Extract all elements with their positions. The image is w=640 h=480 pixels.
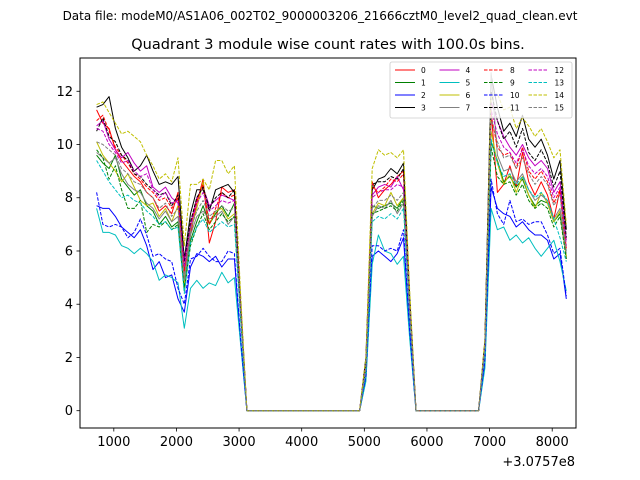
series-line-13: [96, 138, 567, 412]
series-line-15: [96, 117, 567, 412]
legend-label-9: 9: [510, 78, 515, 87]
legend-label-14: 14: [555, 91, 565, 100]
x-tick-label: 6000: [410, 435, 443, 450]
legend-label-5: 5: [466, 78, 471, 87]
y-tick-label: 0: [65, 404, 73, 419]
axes-frame: [79, 57, 577, 429]
legend-label-15: 15: [555, 103, 565, 112]
legend-box: [389, 61, 573, 119]
y-tick-label: 10: [56, 138, 73, 153]
x-tick-label: 4000: [285, 435, 318, 450]
y-tick-label: 8: [65, 191, 73, 206]
legend-label-8: 8: [510, 66, 515, 75]
chart-title: Quadrant 3 module wise count rates with …: [131, 37, 525, 53]
x-tick-label: 7000: [473, 435, 506, 450]
legend-label-12: 12: [555, 66, 565, 75]
axis-ticks: 1000 2000 3000 4000 5000 6000 7000 8000 0 2 4 6 8 10 1…: [56, 85, 568, 450]
series-line-10: [96, 178, 567, 412]
legend-label-1: 1: [421, 78, 426, 87]
data-file-suptitle: Data file: modeM0/AS1A06_002T02_90000032…: [63, 9, 578, 23]
legend-label-3: 3: [421, 103, 426, 112]
legend-label-2: 2: [421, 91, 426, 100]
x-tick-label: 5000: [348, 435, 381, 450]
y-tick-label: 12: [56, 85, 73, 100]
x-tick-label: 2000: [160, 435, 193, 450]
plot-area: [96, 72, 567, 412]
legend-label-0: 0: [421, 66, 426, 75]
legend-label-6: 6: [466, 91, 471, 100]
x-tick-label: 8000: [536, 435, 569, 450]
series-line-14: [96, 93, 567, 412]
y-tick-label: 2: [65, 351, 73, 366]
y-tick-label: 6: [65, 244, 73, 259]
x-tick-label: 3000: [223, 435, 256, 450]
legend-label-11: 11: [510, 103, 520, 112]
legend-label-4: 4: [466, 66, 471, 75]
x-offset-label: +3.0757e8: [502, 455, 575, 470]
y-tick-label: 4: [65, 298, 73, 313]
legend-label-13: 13: [555, 78, 565, 87]
legend-label-7: 7: [466, 103, 471, 112]
legend-label-10: 10: [510, 91, 520, 100]
x-tick-label: 1000: [97, 435, 130, 450]
